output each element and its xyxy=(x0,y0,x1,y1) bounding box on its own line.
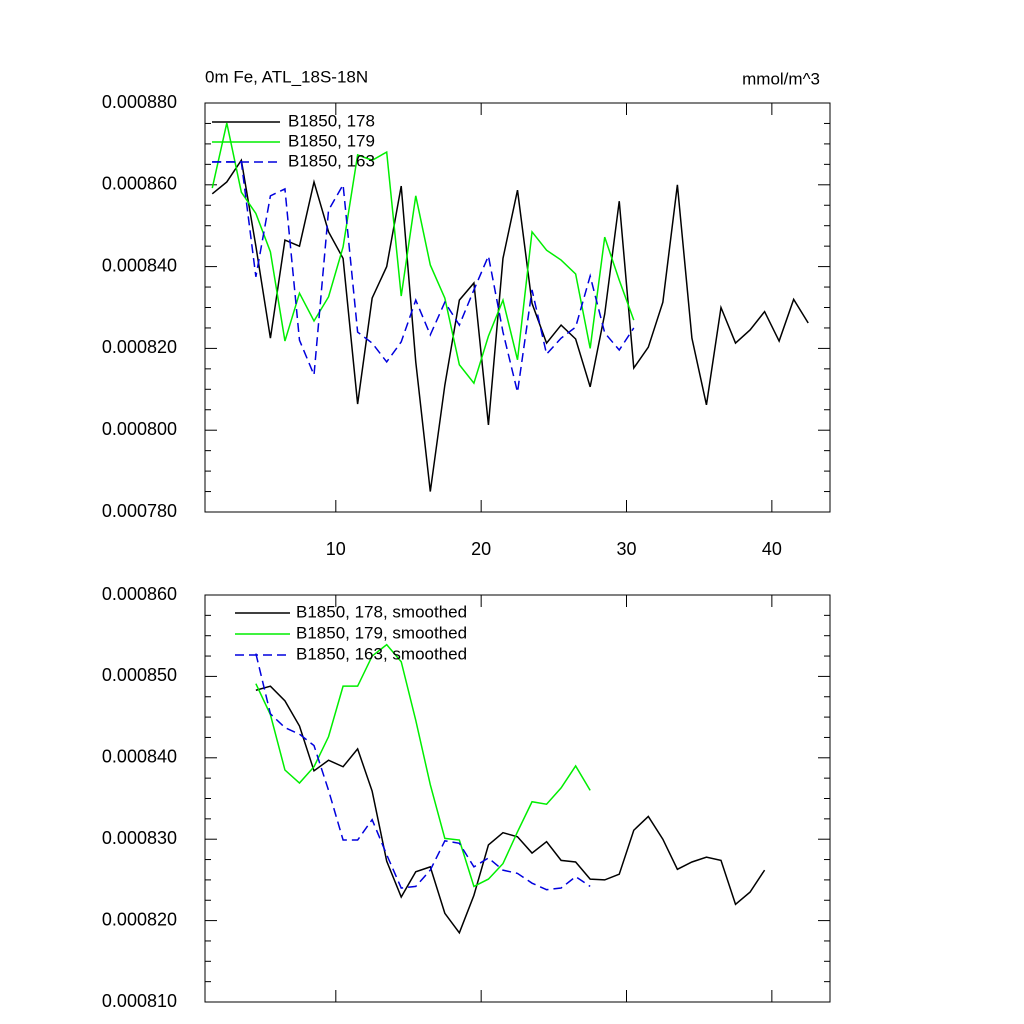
y-tick-label: 0.000860 xyxy=(102,584,177,604)
y-tick-label: 0.000880 xyxy=(102,92,177,112)
x-tick-label: 20 xyxy=(471,539,491,559)
legend-label: B1850, 179 xyxy=(288,131,375,150)
y-tick-label: 0.000810 xyxy=(102,991,177,1011)
chart-title: 0m Fe, ATL_18S-18N xyxy=(205,67,368,86)
series-line xyxy=(211,158,809,492)
legend-label: B1850, 163, smoothed xyxy=(296,644,467,663)
y-tick-label: 0.000850 xyxy=(102,665,177,685)
y-tick-label: 0.000840 xyxy=(102,747,177,767)
y-tick-label: 0.000840 xyxy=(102,255,177,275)
series-line xyxy=(255,643,591,888)
legend-label: B1850, 178, smoothed xyxy=(296,602,467,621)
y-tick-label: 0.000820 xyxy=(102,909,177,929)
x-tick-label: 10 xyxy=(326,539,346,559)
units-label: mmol/m^3 xyxy=(742,69,820,88)
y-tick-label: 0.000830 xyxy=(102,828,177,848)
y-tick-label: 0.000860 xyxy=(102,174,177,194)
legend-label: B1850, 163 xyxy=(288,151,375,170)
x-tick-label: 40 xyxy=(762,539,782,559)
y-tick-label: 0.000780 xyxy=(102,501,177,521)
series-line xyxy=(255,685,766,935)
x-tick-label: 30 xyxy=(616,539,636,559)
legend-label: B1850, 179, smoothed xyxy=(296,623,467,642)
series-line xyxy=(255,653,591,891)
series-line xyxy=(211,122,635,385)
series-line xyxy=(212,161,635,393)
y-tick-label: 0.000820 xyxy=(102,337,177,357)
y-tick-label: 0.000800 xyxy=(102,419,177,439)
legend-label: B1850, 178 xyxy=(288,111,375,130)
